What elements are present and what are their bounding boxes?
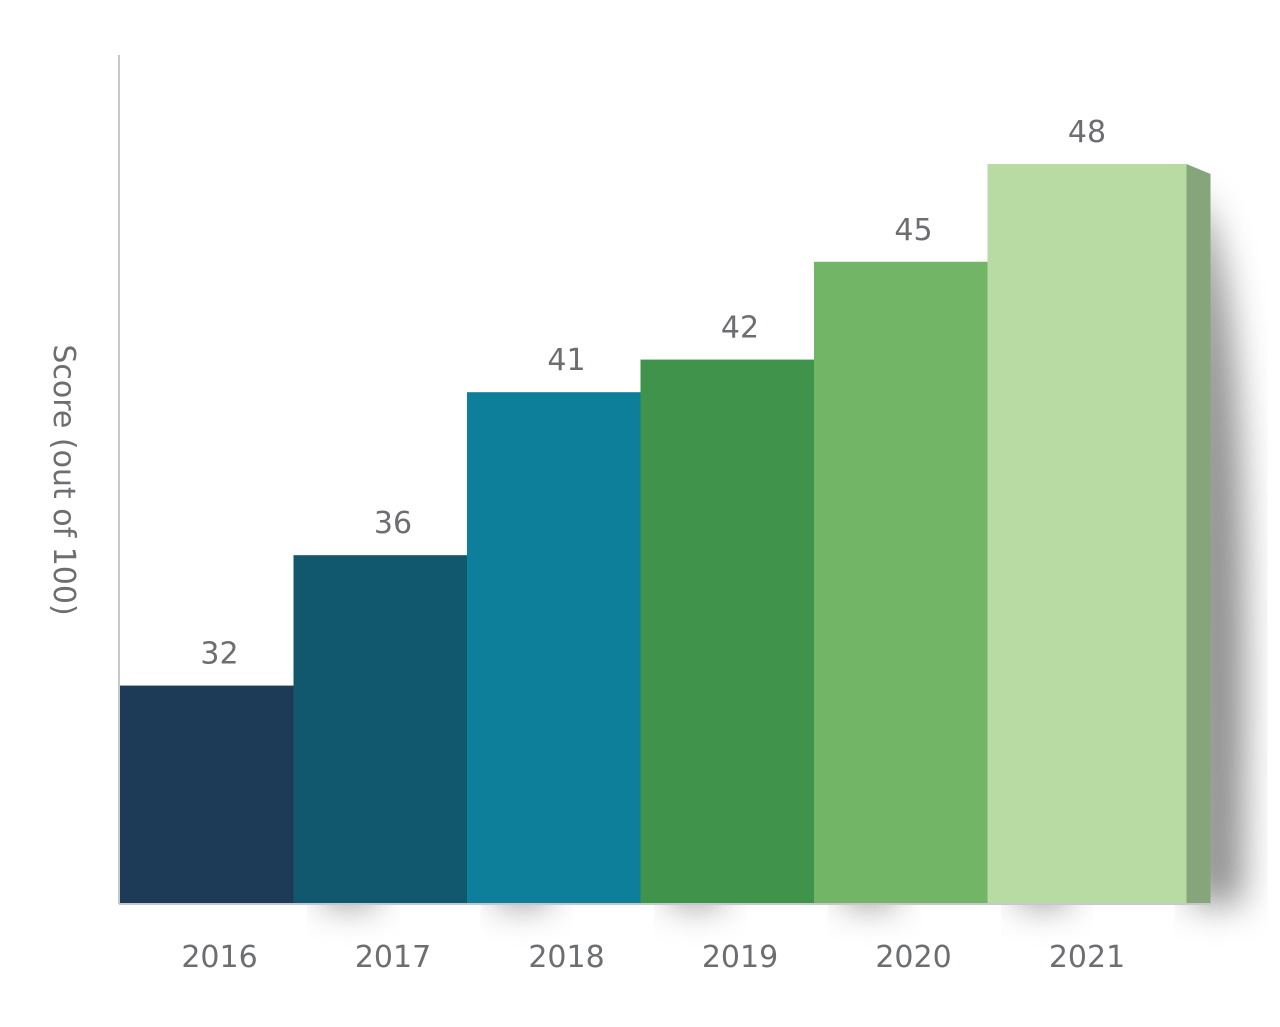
x-tick-label: 2019 bbox=[702, 940, 778, 975]
data-label: 41 bbox=[547, 343, 585, 378]
data-label: 36 bbox=[374, 506, 412, 541]
data-label: 42 bbox=[721, 311, 759, 346]
labels: 32 2016 36 2017 41 2018 42 2019 45 2020 48 2021 bbox=[181, 115, 1125, 975]
bar-front-face bbox=[640, 359, 840, 905]
bar-front-face bbox=[293, 555, 493, 904]
bar-front-face bbox=[814, 261, 1013, 904]
y-axis-label: Score (out of 100) bbox=[46, 344, 81, 615]
x-tick-label: 2020 bbox=[875, 940, 951, 975]
bar-front-face bbox=[467, 392, 666, 904]
x-tick-label: 2018 bbox=[528, 940, 604, 975]
bar-front-face bbox=[987, 163, 1187, 905]
x-tick-label: 2016 bbox=[181, 940, 257, 975]
data-label: 32 bbox=[200, 637, 238, 672]
data-label: 45 bbox=[894, 213, 932, 248]
bars bbox=[120, 163, 1211, 905]
x-tick-label: 2021 bbox=[1049, 940, 1125, 975]
data-label: 48 bbox=[1068, 115, 1106, 150]
bar-2021 bbox=[987, 163, 1211, 905]
bar-front-face bbox=[120, 685, 319, 904]
bar-side-face bbox=[1186, 163, 1211, 905]
x-tick-label: 2017 bbox=[355, 940, 431, 975]
